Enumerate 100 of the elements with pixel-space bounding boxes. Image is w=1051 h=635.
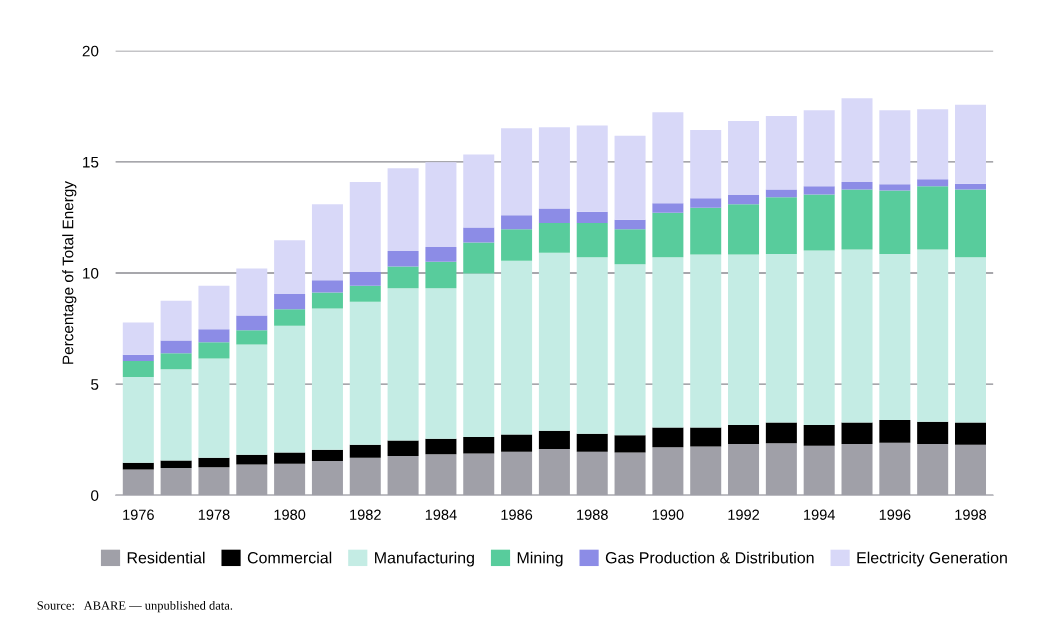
bar xyxy=(501,451,533,496)
bar xyxy=(387,251,419,267)
bar xyxy=(198,329,230,343)
bar xyxy=(576,125,608,212)
x-tick-label: 1994 xyxy=(804,509,835,520)
y-tick-label: 0 xyxy=(91,490,99,501)
legend-label: Mining xyxy=(517,551,563,567)
bar xyxy=(841,98,873,182)
bar xyxy=(538,430,570,450)
bar xyxy=(122,377,154,463)
bar xyxy=(652,203,684,213)
x-tick-label: 1980 xyxy=(274,509,306,520)
bar xyxy=(160,460,192,468)
bar xyxy=(576,451,608,496)
bar xyxy=(236,344,268,455)
bar xyxy=(879,110,911,185)
bar xyxy=(311,308,343,450)
bar xyxy=(728,121,760,196)
bar xyxy=(311,449,343,462)
bar xyxy=(501,434,533,452)
bar xyxy=(803,425,835,446)
legend-label: Electricity Generation xyxy=(857,551,1007,567)
bar xyxy=(765,253,797,423)
bar xyxy=(160,340,192,354)
y-tick-label: 20 xyxy=(82,45,99,57)
bar xyxy=(198,358,230,458)
bar xyxy=(652,447,684,496)
bar xyxy=(349,181,381,272)
bar xyxy=(501,215,533,230)
legend-label: Commercial xyxy=(247,551,332,564)
bar xyxy=(274,463,306,496)
bar xyxy=(728,204,760,255)
bar xyxy=(538,127,570,209)
bar xyxy=(198,285,230,330)
bar xyxy=(538,252,570,431)
bar xyxy=(160,467,192,496)
bar xyxy=(841,422,873,444)
x-tick-label: 1992 xyxy=(728,509,760,520)
bar xyxy=(198,457,230,468)
bar xyxy=(954,257,987,423)
bar xyxy=(690,129,722,199)
bar xyxy=(690,254,722,428)
bar xyxy=(614,264,646,436)
bar xyxy=(879,419,911,443)
bar xyxy=(954,444,987,496)
bar xyxy=(576,211,608,224)
bar xyxy=(311,461,343,496)
bar xyxy=(728,254,760,426)
bar xyxy=(690,446,722,496)
legend-label: Gas Production & Distribution xyxy=(605,551,814,564)
bar xyxy=(274,293,306,310)
bar xyxy=(160,369,192,461)
bar xyxy=(387,288,419,441)
bar xyxy=(803,110,835,187)
bar xyxy=(765,197,797,254)
bar xyxy=(652,212,684,258)
bar xyxy=(236,315,268,331)
y-tick-label: 15 xyxy=(83,156,99,168)
y-tick-label: 10 xyxy=(83,267,99,279)
bar xyxy=(425,454,457,496)
x-tick-label: 1984 xyxy=(425,509,457,520)
x-tick-label: 1976 xyxy=(123,509,154,520)
bar xyxy=(198,342,230,359)
bar xyxy=(765,422,797,444)
bar xyxy=(501,229,533,261)
bar xyxy=(463,227,495,243)
bar xyxy=(954,104,987,184)
bar xyxy=(728,195,760,205)
bar xyxy=(349,444,381,458)
bar xyxy=(576,223,608,258)
bar xyxy=(765,189,797,198)
bar xyxy=(841,443,873,496)
x-tick-label: 1996 xyxy=(879,509,911,520)
bar xyxy=(387,266,419,289)
bar xyxy=(690,198,722,208)
bar xyxy=(425,288,457,439)
bar xyxy=(917,109,949,180)
bar xyxy=(463,453,495,496)
bar xyxy=(614,229,646,265)
bar xyxy=(274,240,306,294)
bar xyxy=(463,437,495,454)
bar xyxy=(538,449,570,496)
bar xyxy=(349,457,381,496)
x-tick-label: 1982 xyxy=(350,509,381,520)
bar xyxy=(122,361,154,378)
bar xyxy=(917,443,949,496)
bar xyxy=(803,186,835,195)
bar xyxy=(349,301,381,445)
bar xyxy=(879,253,911,420)
bar xyxy=(728,443,760,496)
bar xyxy=(425,162,457,248)
bar xyxy=(538,223,570,253)
bar xyxy=(236,454,268,465)
bar xyxy=(803,445,835,496)
bar xyxy=(122,354,154,362)
bar xyxy=(463,273,495,438)
bar xyxy=(917,421,949,444)
bar xyxy=(387,455,419,496)
y-axis-title: Percentage of Total Energy xyxy=(62,181,77,364)
bar xyxy=(803,250,835,426)
